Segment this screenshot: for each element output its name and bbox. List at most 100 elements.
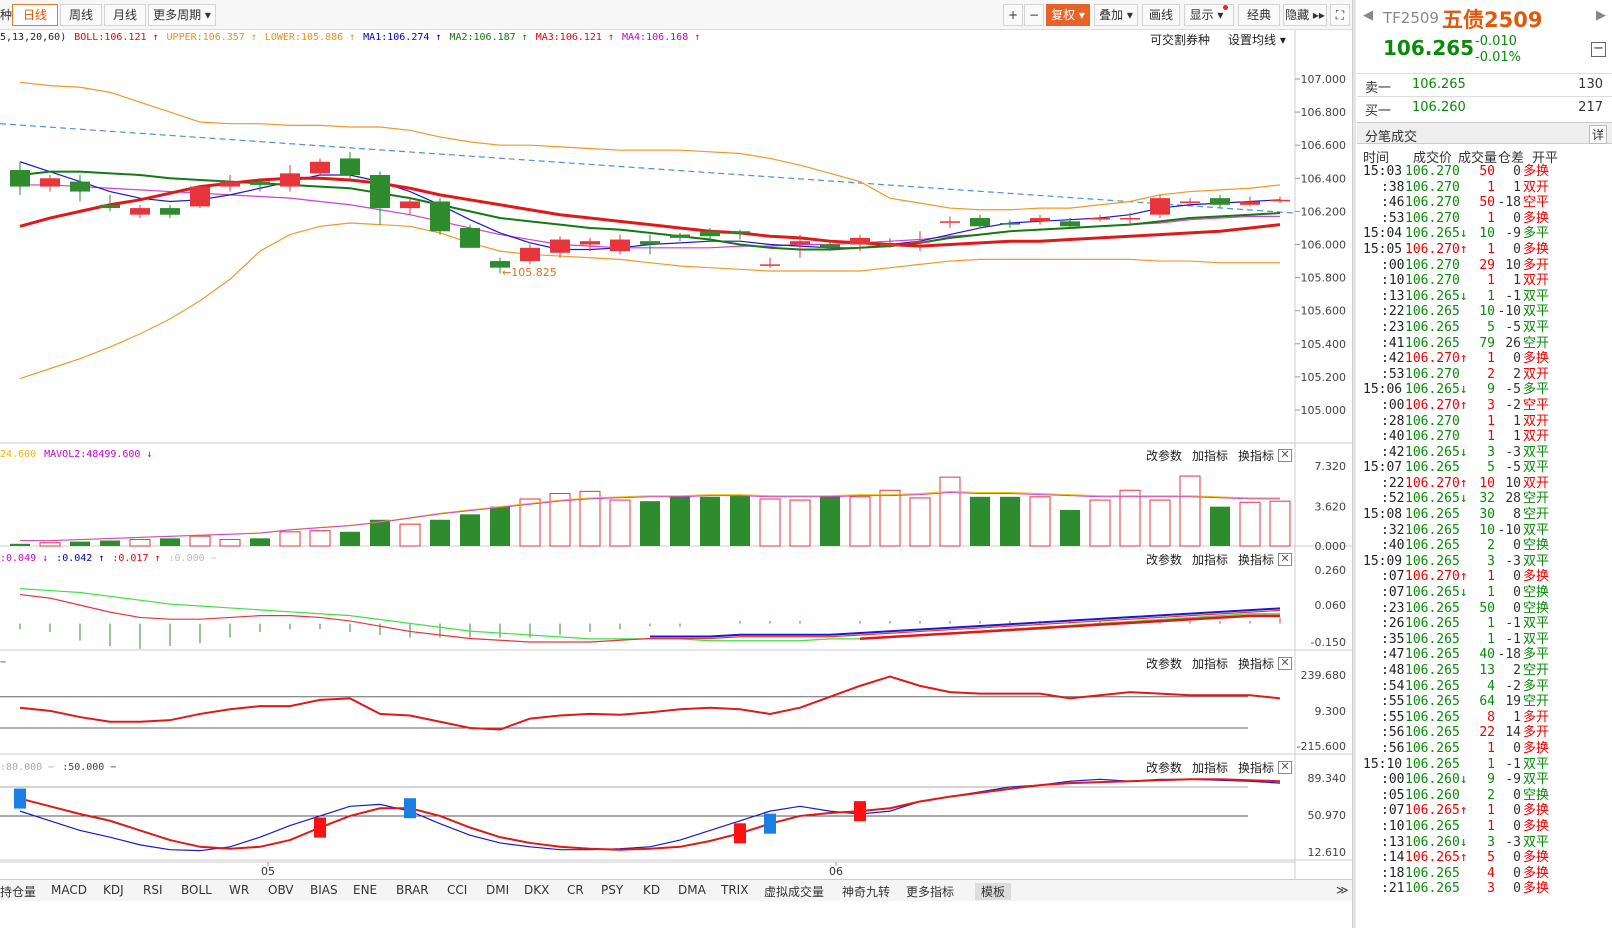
tick-row: :13 106.260↓ 3 -3 双平 <box>1357 835 1612 851</box>
volume-bar <box>1269 500 1291 547</box>
tab-2[interactable]: KDJ <box>103 883 124 897</box>
deliverable-bonds-link[interactable]: 可交割券种 <box>1150 33 1211 47</box>
tick-type: 双平 <box>1523 460 1550 476</box>
tab-7[interactable]: BIAS <box>310 883 338 897</box>
tick-type: 双平 <box>1523 616 1550 632</box>
tab-19[interactable]: 神奇九转 <box>842 885 891 899</box>
add-indicator-button[interactable]: 加指标 <box>1192 761 1229 775</box>
hide-button[interactable]: 隐藏 ▸▸ <box>1283 4 1327 26</box>
tab-17[interactable]: TRIX <box>721 883 749 897</box>
tab-16[interactable]: DMA <box>678 883 706 897</box>
tick-volume: 10 <box>1479 522 1495 538</box>
legend-item: 24.600 <box>0 449 37 460</box>
candle-body <box>850 237 870 245</box>
tick-oi: -2 <box>1505 678 1521 694</box>
close-macd-icon[interactable]: ✕ <box>1278 553 1292 566</box>
tab-1[interactable]: MACD <box>51 883 87 897</box>
period-month-button[interactable]: 月线 <box>104 4 146 26</box>
close-volume-icon[interactable]: ✕ <box>1278 449 1292 462</box>
tick-row: :26 106.265 1 -1 双平 <box>1357 616 1612 632</box>
volume-bar <box>430 519 450 546</box>
period-day-button[interactable]: 日线 <box>12 4 58 26</box>
more-periods-button[interactable]: 更多周期 ▾ <box>148 4 216 26</box>
overlay-button[interactable]: 叠加 ▾ <box>1094 4 1138 26</box>
zoom-out-button[interactable]: − <box>1024 4 1044 26</box>
tab-5[interactable]: WR <box>229 883 250 897</box>
prev-contract-icon[interactable]: ◀ <box>1363 8 1373 23</box>
edit-params-button[interactable]: 改参数 <box>1146 657 1183 671</box>
period-week-button[interactable]: 周线 <box>60 4 102 26</box>
switch-indicator-button[interactable]: 换指标 <box>1238 657 1275 671</box>
edit-params-button[interactable]: 改参数 <box>1146 761 1183 775</box>
candle-body <box>700 231 720 237</box>
tick-volume: 8 <box>1487 709 1495 725</box>
switch-indicator-button[interactable]: 换指标 <box>1238 553 1275 567</box>
tick-price: 106.265 <box>1405 881 1460 897</box>
tab-10[interactable]: CCI <box>447 883 468 897</box>
display-button[interactable]: 显示 ▾ <box>1184 4 1234 26</box>
tab-4[interactable]: BOLL <box>181 883 212 897</box>
bid-row: 买一 106.260 217 <box>1357 96 1612 119</box>
fullscreen-icon[interactable]: ⛶ <box>1330 4 1350 26</box>
switch-indicator-button[interactable]: 换指标 <box>1238 761 1275 775</box>
macd-red-line <box>859 614 1280 640</box>
price-change-pct: -0.01% <box>1475 50 1521 65</box>
edit-params-button[interactable]: 改参数 <box>1146 553 1183 567</box>
tick-detail-button[interactable]: 详 <box>1589 125 1608 144</box>
tick-row: :10 106.265 1 0 多换 <box>1357 819 1612 835</box>
kline-chart[interactable]: 107.000 106.800 106.600 106.400 106.200 106.0… <box>0 0 1352 880</box>
tick-volume: 1 <box>1487 756 1495 772</box>
add-indicator-button[interactable]: 加指标 <box>1192 657 1229 671</box>
tick-volume: 1 <box>1487 818 1495 834</box>
ma-settings-link[interactable]: 设置均线 ▾ <box>1228 33 1286 47</box>
close-kdj-icon[interactable]: ✕ <box>1278 761 1292 774</box>
tab-11[interactable]: DMI <box>486 883 510 897</box>
classic-button[interactable]: 经典 <box>1238 4 1280 26</box>
volume-bar <box>579 490 601 547</box>
tab-9[interactable]: BRAR <box>396 883 429 897</box>
tick-volume: 30 <box>1479 507 1495 523</box>
tick-time: :46 <box>1381 195 1405 211</box>
tick-type: 双平 <box>1523 304 1550 320</box>
tab-15[interactable]: KD <box>643 883 661 897</box>
tab-6[interactable]: OBV <box>268 883 294 897</box>
tab-13[interactable]: CR <box>567 883 584 897</box>
switch-indicator-button[interactable]: 换指标 <box>1238 449 1275 463</box>
tab-20[interactable]: 更多指标 <box>906 885 955 899</box>
next-contract-icon[interactable]: ▶ <box>1596 8 1606 23</box>
candle-body <box>1270 199 1290 202</box>
ask-label: 卖一 <box>1365 81 1392 96</box>
edit-params-button[interactable]: 改参数 <box>1146 449 1183 463</box>
tick-volume: 9 <box>1487 382 1495 398</box>
panel-splitter[interactable] <box>1352 0 1356 928</box>
tab-21[interactable]: 模板 <box>975 883 1012 900</box>
volume-panel-buttons: 改参数 加指标 换指标 <box>1136 447 1274 464</box>
scroll-right-icon[interactable]: ≫ <box>1336 883 1349 897</box>
tab-8[interactable]: ENE <box>353 883 378 897</box>
tick-volume: 29 <box>1479 257 1495 273</box>
tab-14[interactable]: PSY <box>601 883 624 897</box>
draw-button[interactable]: 画线 <box>1142 4 1180 26</box>
tab-3[interactable]: RSI <box>143 883 163 897</box>
tick-volume: 1 <box>1487 413 1495 429</box>
tick-oi: -5 <box>1505 382 1521 398</box>
zoom-in-button[interactable]: + <box>1003 4 1023 26</box>
tab-18[interactable]: 虚拟成交量 <box>764 885 825 899</box>
tick-oi: -18 <box>1497 195 1521 211</box>
tick-row: :21 106.265 3 0 多换 <box>1357 881 1612 897</box>
close-cci-icon[interactable]: ✕ <box>1278 657 1292 670</box>
boll-upper-line <box>19 81 1281 211</box>
collapse-icon[interactable]: − <box>1591 42 1606 57</box>
add-indicator-button[interactable]: 加指标 <box>1192 553 1229 567</box>
fuquan-button[interactable]: 复权 ▾ <box>1046 4 1090 26</box>
tick-list[interactable]: 15:03 106.270 50 0 多换:38 106.270 1 1 双开:46 106.27… <box>1357 164 1612 897</box>
tick-type: 双平 <box>1523 319 1550 335</box>
cci-line <box>19 675 1281 731</box>
add-indicator-button[interactable]: 加指标 <box>1192 449 1229 463</box>
tick-volume: 50 <box>1479 195 1495 211</box>
col-price: 成交价 <box>1413 151 1453 166</box>
tab-12[interactable]: DKX <box>524 883 550 897</box>
tick-oi: -5 <box>1505 460 1521 476</box>
tick-oi: 0 <box>1513 850 1521 866</box>
tab-0[interactable]: 持仓量 <box>0 885 37 899</box>
